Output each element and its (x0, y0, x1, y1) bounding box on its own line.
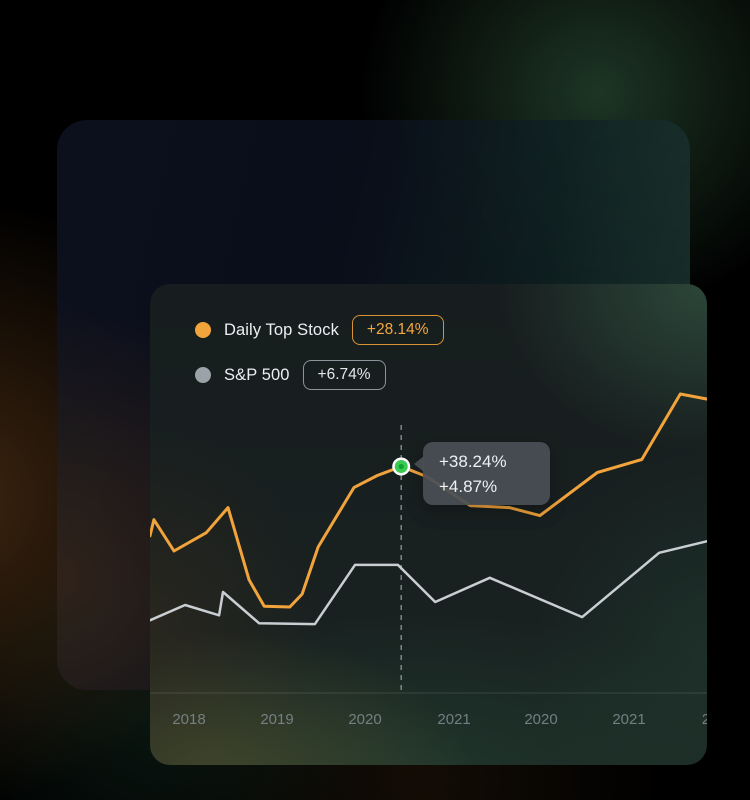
x-axis-label: 2020 (524, 711, 558, 728)
daily-top-stock-return-badge: +28.14% (351, 315, 444, 345)
x-axis-label: 2 (701, 711, 707, 728)
x-axis-label: 2019 (260, 711, 294, 728)
chart-card: Daily Top Stock +28.14% S&P 500 +6.74% +… (150, 284, 707, 765)
legend-item-daily-top-stock[interactable]: Daily Top Stock +28.14% (195, 315, 444, 345)
marker-center-dot (398, 463, 404, 470)
performance-line-chart[interactable] (150, 284, 707, 765)
outer-glass-card: Daily Top Stock +28.14% S&P 500 +6.74% +… (57, 120, 707, 765)
legend-label: Daily Top Stock (224, 320, 339, 339)
x-axis-label: 2021 (612, 711, 646, 728)
sp500-dot-icon (195, 367, 211, 383)
hover-tooltip: +38.24% +4.87% (414, 442, 550, 505)
x-axis-label: 2021 (437, 711, 471, 728)
x-axis-label: 2018 (172, 711, 206, 728)
x-axis-label: 2020 (348, 711, 382, 728)
daily-top-stock-dot-icon (195, 322, 211, 338)
tooltip-arrow (414, 456, 424, 472)
legend-item-sp500[interactable]: S&P 500 +6.74% (195, 360, 444, 390)
legend-label: S&P 500 (224, 365, 290, 384)
series-line-s-p-500 (150, 539, 707, 626)
x-axis-labels: 2018 2019 2020 2021 2020 2021 2 (150, 711, 707, 731)
series-line-daily-top-stock (150, 392, 707, 609)
tooltip-value-sp500: +4.87% (439, 477, 498, 496)
tooltip-value-daily-top-stock: +38.24% (439, 452, 507, 471)
sp500-return-badge: +6.74% (302, 360, 386, 390)
chart-legend: Daily Top Stock +28.14% S&P 500 +6.74% (195, 315, 444, 390)
